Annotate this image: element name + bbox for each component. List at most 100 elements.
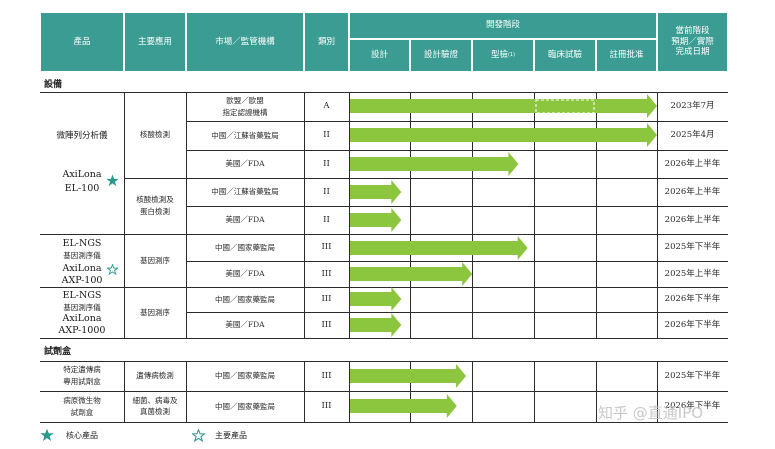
rule bbox=[40, 92, 728, 93]
product-p2-line2: 基因測序儀 bbox=[63, 250, 101, 260]
rule bbox=[40, 422, 728, 423]
row-4-category: II bbox=[323, 214, 330, 225]
vrule bbox=[186, 361, 187, 422]
vrule bbox=[124, 92, 125, 338]
application-pathogen-2: 真菌檢測 bbox=[140, 406, 170, 416]
major-product-star-icon bbox=[107, 264, 118, 275]
header-stage-design: 設計 bbox=[349, 39, 410, 72]
skipped-stage-outline bbox=[535, 99, 595, 114]
rule bbox=[40, 338, 728, 339]
footnote-marker: (1) bbox=[507, 52, 516, 59]
section-equipment: 設備 bbox=[44, 80, 63, 90]
vrule bbox=[304, 92, 305, 338]
rule bbox=[186, 261, 728, 262]
row-1-category: II bbox=[323, 130, 330, 141]
vrule bbox=[657, 361, 658, 422]
row-9-market: 中國／國家藥監局 bbox=[215, 371, 275, 381]
header-product: 產品 bbox=[40, 12, 124, 72]
application-sequencing-2: 基因測序 bbox=[140, 307, 170, 317]
legend-major-star-icon bbox=[192, 429, 205, 442]
product-p3-line2: 基因測序儀 bbox=[63, 302, 101, 312]
row-1-market: 中國／江蘇省藥監局 bbox=[211, 130, 279, 140]
rule bbox=[40, 361, 728, 362]
row-10-date: 2026年下半年 bbox=[664, 401, 721, 412]
vrule bbox=[124, 361, 125, 422]
rule bbox=[124, 178, 728, 179]
rule bbox=[186, 312, 728, 313]
progress-arrow-row-4 bbox=[350, 208, 402, 232]
product-p2-line4: AXP-100 bbox=[61, 275, 103, 287]
row-7-market: 中國／國家藥監局 bbox=[215, 294, 275, 304]
row-5-date: 2025年下半年 bbox=[664, 242, 721, 253]
watermark: 知乎 @直通IPO bbox=[598, 404, 704, 422]
row-10-category: III bbox=[321, 401, 332, 412]
progress-arrow-row-7 bbox=[350, 287, 402, 311]
progress-arrow-row-1 bbox=[350, 123, 657, 147]
rule bbox=[186, 150, 728, 151]
row-2-category: II bbox=[323, 158, 330, 169]
row-4-market: 美國／FDA bbox=[225, 215, 265, 225]
row-8-date: 2026年下半年 bbox=[664, 319, 721, 330]
current-line-2: 預期／實際 bbox=[671, 36, 714, 47]
row-0-category: A bbox=[323, 101, 330, 112]
product-name-microarray: 微陣列分析儀 bbox=[56, 130, 108, 141]
vrule bbox=[349, 92, 350, 338]
row-3-market: 中國／江蘇省藥監局 bbox=[211, 187, 279, 197]
vrule bbox=[410, 92, 411, 338]
row-1-date: 2025年4月 bbox=[670, 130, 715, 141]
kit-2-line2: 試劑盒 bbox=[70, 407, 94, 417]
progress-arrow-row-9 bbox=[350, 364, 467, 388]
application-sequencing-1: 基因測序 bbox=[140, 255, 170, 265]
progress-arrow-row-6 bbox=[350, 262, 473, 286]
current-line-1: 當前階段 bbox=[675, 26, 710, 37]
progress-arrow-row-3 bbox=[350, 180, 402, 204]
kit-1-line1: 特定遺傳病 bbox=[63, 364, 101, 374]
row-10-market: 中國／國家藥監局 bbox=[215, 401, 275, 411]
vrule bbox=[349, 361, 350, 422]
vrule bbox=[657, 92, 658, 338]
header-market: 市場／監管機構 bbox=[186, 12, 304, 72]
header-stage-group: 開發階段 bbox=[349, 12, 657, 39]
header-category: 類別 bbox=[304, 12, 349, 72]
application-na-protein-2: 蛋白檢測 bbox=[140, 206, 170, 216]
row-2-date: 2026年上半年 bbox=[664, 158, 721, 169]
kit-2-line1: 病原微生物 bbox=[63, 395, 101, 405]
progress-arrow-row-2 bbox=[350, 152, 519, 176]
current-line-3: 完成日期 bbox=[675, 47, 710, 58]
row-6-category: III bbox=[321, 268, 332, 279]
header-application: 主要應用 bbox=[124, 12, 186, 72]
product-model-el100: EL-100 bbox=[64, 183, 100, 195]
kit-1-line2: 專用試劑盒 bbox=[63, 376, 101, 386]
vrule bbox=[534, 361, 535, 422]
rule bbox=[40, 234, 728, 235]
vrule bbox=[304, 361, 305, 422]
legend-core-star-icon bbox=[40, 428, 54, 442]
stage-type-test-label: 型檢 bbox=[490, 50, 508, 61]
row-8-market: 美國／FDA bbox=[225, 320, 265, 330]
row-0-date: 2023年7月 bbox=[670, 101, 715, 112]
row-3-date: 2026年上半年 bbox=[664, 186, 721, 197]
application-pathogen-1: 細菌、病毒及 bbox=[132, 395, 178, 405]
rule bbox=[186, 206, 728, 207]
row-0-market-1: 歐盟／歐盟 bbox=[226, 96, 264, 106]
progress-arrow-row-10 bbox=[350, 394, 457, 418]
legend-core-label: 核心產品 bbox=[66, 431, 98, 440]
row-5-market: 中國／國家藥監局 bbox=[215, 242, 275, 252]
product-p3-line1: EL-NGS bbox=[62, 290, 102, 302]
row-5-category: III bbox=[321, 242, 332, 253]
product-model-axilona: AxiLona bbox=[62, 169, 102, 181]
vrule bbox=[534, 92, 535, 338]
rule bbox=[40, 287, 728, 288]
core-product-star-icon bbox=[106, 174, 119, 187]
progress-arrow-row-8 bbox=[350, 313, 402, 337]
rule bbox=[40, 391, 728, 392]
vrule bbox=[472, 361, 473, 422]
row-2-market: 美國／FDA bbox=[225, 159, 265, 169]
row-6-date: 2025年上半年 bbox=[664, 268, 721, 279]
header-stage-type-test: 型檢 (1) bbox=[472, 39, 534, 72]
vrule bbox=[472, 92, 473, 338]
row-3-category: II bbox=[323, 186, 330, 197]
row-7-category: III bbox=[321, 294, 332, 305]
header-current-stage: 當前階段 預期／實際 完成日期 bbox=[657, 12, 728, 72]
